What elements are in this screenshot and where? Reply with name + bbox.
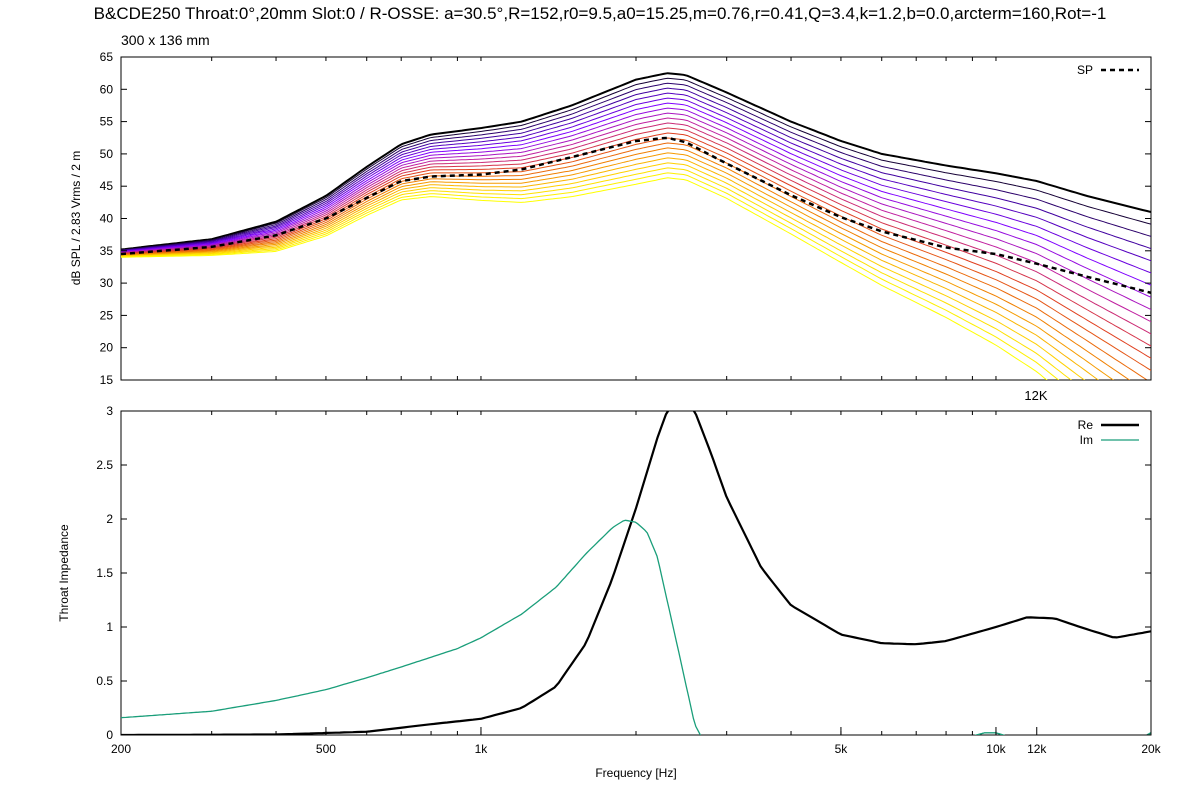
polar-curve bbox=[121, 142, 1148, 380]
im-curve bbox=[973, 732, 1006, 735]
chart-title: B&CDE250 Throat:0°,20mm Slot:0 / R-OSSE:… bbox=[93, 4, 1107, 23]
polar-curve bbox=[121, 157, 1099, 380]
polar-curve bbox=[121, 172, 1060, 380]
x-tick-label: 500 bbox=[316, 742, 336, 756]
spl-y-tick-label: 60 bbox=[100, 82, 114, 96]
impedance-y-tick-label: 2.5 bbox=[96, 458, 113, 472]
polar-curve bbox=[121, 77, 1151, 251]
polar-curve bbox=[121, 97, 1151, 274]
im-curve bbox=[121, 519, 702, 735]
polar-curve bbox=[121, 107, 1151, 298]
spl-curves bbox=[121, 72, 1151, 380]
impedance-y-tick-label: 1.5 bbox=[96, 566, 113, 580]
spl-y-tick-label: 25 bbox=[100, 308, 114, 322]
polar-curve bbox=[121, 162, 1086, 380]
polar-curve bbox=[121, 127, 1151, 347]
spl-axes: 15 20 25 30 35 40 45 50 55 60 65 bbox=[100, 50, 1151, 387]
x-tick-label: 1k bbox=[475, 742, 489, 756]
impedance-y-tick-label: 1 bbox=[106, 620, 113, 634]
x-tick-label: 20k bbox=[1141, 742, 1161, 756]
impedance-axes: 0 0.5 1 1.5 2 2.5 3 200 500 1k 5k 10k 12k 20k bbox=[96, 404, 1161, 756]
impedance-plot-frame bbox=[120, 410, 1152, 736]
impedance-y-tick-label: 2 bbox=[106, 512, 113, 526]
spl-y-tick-label: 20 bbox=[100, 341, 114, 355]
spl-y-tick-label: 15 bbox=[100, 373, 114, 387]
impedance-y-tick-label: 0 bbox=[106, 728, 113, 742]
spl-legend: SP bbox=[1077, 63, 1139, 77]
x-axis-label: Frequency [Hz] bbox=[595, 766, 676, 780]
polar-curve bbox=[121, 112, 1151, 310]
x-tick-label: 10k bbox=[986, 742, 1006, 756]
polar-curve bbox=[121, 102, 1151, 286]
impedance-curves bbox=[121, 411, 1151, 735]
polar-curve bbox=[121, 72, 1151, 251]
x-tick-label: 5k bbox=[835, 742, 849, 756]
spl-y-tick-label: 40 bbox=[100, 212, 114, 226]
x-tick-label: 12k bbox=[1027, 742, 1047, 756]
re-curve bbox=[121, 411, 1151, 735]
spl-annotation-12k: 12K bbox=[1024, 388, 1047, 403]
spl-panel: 15 20 25 30 35 40 45 50 55 60 65 dB SPL / 2.83 Vrm… bbox=[69, 50, 1152, 403]
spl-y-axis-label: dB SPL / 2.83 Vrms / 2 m bbox=[69, 151, 83, 286]
sp-curve bbox=[121, 136, 1151, 295]
polar-curve bbox=[121, 117, 1151, 323]
spl-y-tick-label: 45 bbox=[100, 179, 114, 193]
spl-plot-frame bbox=[120, 56, 1152, 381]
polar-curve bbox=[121, 147, 1131, 380]
x-tick-label: 200 bbox=[111, 742, 131, 756]
spl-y-tick-label: 30 bbox=[100, 276, 114, 290]
polar-curve bbox=[121, 132, 1151, 359]
impedance-y-tick-label: 3 bbox=[106, 404, 113, 418]
spl-y-tick-label: 50 bbox=[100, 147, 114, 161]
legend-label-re: Re bbox=[1078, 418, 1094, 432]
polar-curve bbox=[121, 92, 1151, 262]
impedance-y-tick-label: 0.5 bbox=[96, 674, 113, 688]
spl-y-tick-label: 55 bbox=[100, 115, 114, 129]
spl-y-tick-label: 35 bbox=[100, 244, 114, 258]
legend-label-im: Im bbox=[1080, 433, 1093, 447]
impedance-y-axis-label: Throat Impedance bbox=[57, 524, 71, 622]
polar-curve bbox=[121, 137, 1151, 371]
spl-y-tick-label: 65 bbox=[100, 50, 114, 64]
polar-curve bbox=[121, 152, 1114, 380]
im-curve bbox=[1145, 732, 1151, 735]
polar-curve bbox=[121, 177, 1048, 380]
legend-label-sp: SP bbox=[1077, 63, 1093, 77]
chart-subtitle: 300 x 136 mm bbox=[121, 32, 210, 48]
polar-curve bbox=[121, 87, 1151, 252]
polar-curve bbox=[121, 82, 1151, 251]
impedance-panel: 0 0.5 1 1.5 2 2.5 3 200 500 1k 5k 10k 12k 20k Throat … bbox=[57, 404, 1162, 780]
polar-curve bbox=[121, 167, 1072, 380]
